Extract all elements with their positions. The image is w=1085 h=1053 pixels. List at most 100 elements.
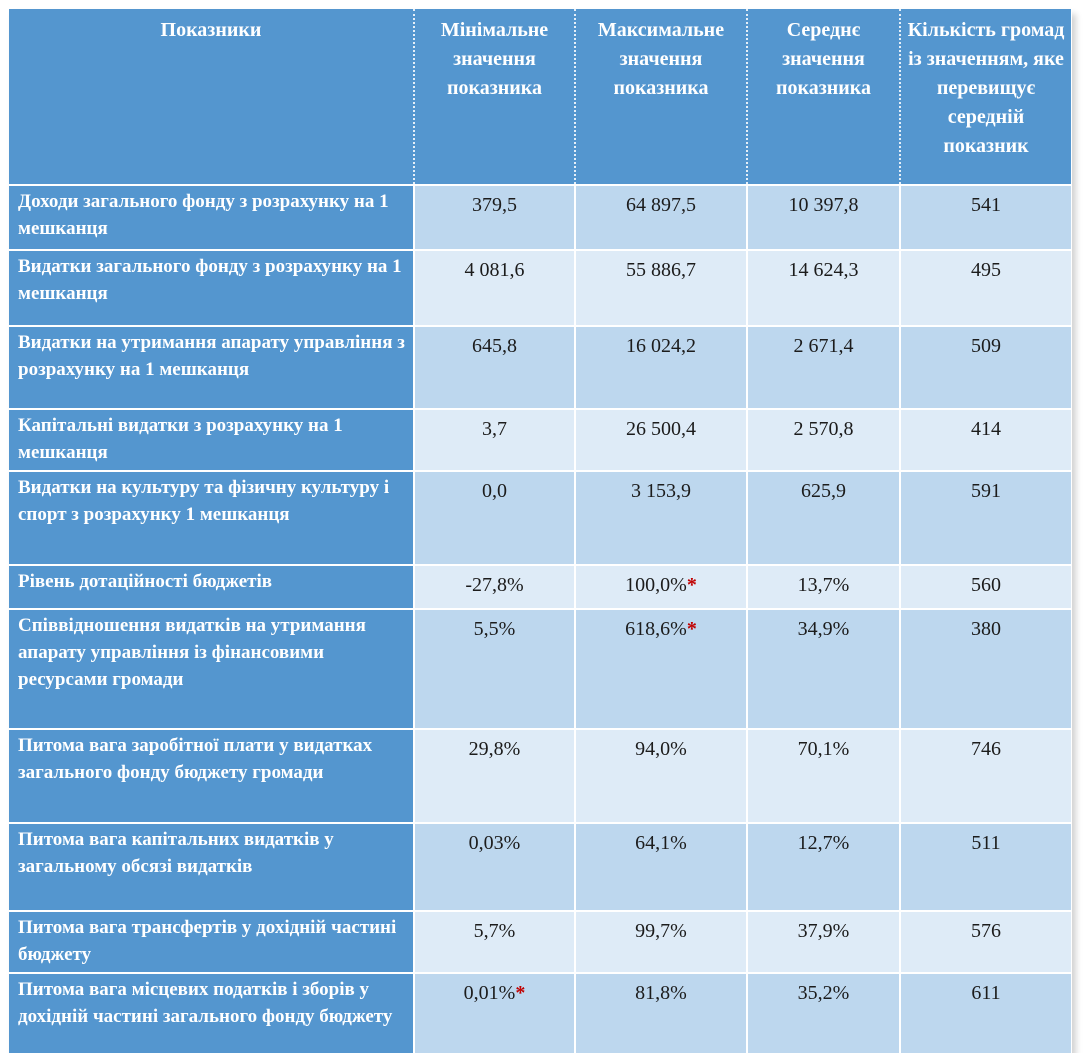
avg-value: 37,9% (797, 920, 850, 942)
min-value: 4 081,6 (464, 259, 525, 281)
avg-value-cell: 35,2% (748, 974, 899, 1053)
min-value-cell: -27,8% (415, 566, 574, 608)
count-cell: 380 (901, 610, 1071, 728)
max-value-cell: 55 886,7 (576, 251, 746, 325)
min-value: 3,7 (482, 418, 507, 440)
min-value: 5,7% (473, 920, 516, 942)
table-row: Питома вага капітальних видатків у загал… (9, 824, 1072, 910)
max-value-cell: 3 153,9 (576, 472, 746, 564)
max-value: 81,8% (635, 982, 687, 1004)
indicators-table: Показники Мінімальне значення показника … (9, 9, 1072, 1053)
header-count-above-avg: Кількість громад із значенням, яке перев… (899, 9, 1071, 184)
max-value: 94,0% (635, 738, 687, 760)
indicator-cell: Доходи загального фонду з розрахунку на … (9, 186, 413, 249)
min-value: 5,5% (473, 618, 516, 640)
avg-value: 10 397,8 (788, 194, 859, 216)
count-cell: 560 (901, 566, 1071, 608)
indicator-cell: Рівень дотаційності бюджетів (9, 566, 413, 608)
count-cell: 611 (901, 974, 1071, 1053)
min-value: 0,03% (468, 832, 521, 854)
indicator-cell: Видатки загального фонду з розрахунку на… (9, 251, 413, 325)
min-value-cell: 645,8 (415, 327, 574, 408)
avg-value: 35,2% (797, 982, 850, 1004)
footnote-asterisk: * (686, 618, 697, 640)
avg-value: 2 570,8 (793, 418, 854, 440)
table-row: Співвідношення видатків на утримання апа… (9, 610, 1072, 728)
max-value-cell: 100,0%* (576, 566, 746, 608)
count-value: 495 (971, 259, 1001, 281)
table-header-row: Показники Мінімальне значення показника … (9, 9, 1072, 184)
footnote-asterisk: * (686, 574, 697, 596)
count-value: 380 (971, 618, 1001, 640)
min-value-cell: 3,7 (415, 410, 574, 470)
avg-value-cell: 2 671,4 (748, 327, 899, 408)
avg-value-cell: 10 397,8 (748, 186, 899, 249)
table-row: Доходи загального фонду з розрахунку на … (9, 186, 1072, 249)
count-value: 414 (971, 418, 1001, 440)
avg-value-cell: 13,7% (748, 566, 899, 608)
header-min-value: Мінімальне значення показника (413, 9, 574, 184)
count-cell: 509 (901, 327, 1071, 408)
avg-value: 13,7% (797, 574, 850, 596)
avg-value-cell: 34,9% (748, 610, 899, 728)
min-value: 379,5 (472, 194, 517, 216)
min-value-cell: 5,5% (415, 610, 574, 728)
table-row: Видатки на культуру та фізичну культуру … (9, 472, 1072, 564)
indicator-cell: Питома вага капітальних видатків у загал… (9, 824, 413, 910)
max-value: 55 886,7 (626, 259, 696, 281)
header-avg-value: Середнє значення показника (746, 9, 899, 184)
max-value-cell: 99,7% (576, 912, 746, 972)
max-value-cell: 64,1% (576, 824, 746, 910)
max-value: 64,1% (635, 832, 687, 854)
indicator-cell: Співвідношення видатків на утримання апа… (9, 610, 413, 728)
count-value: 576 (971, 920, 1001, 942)
count-value: 746 (971, 738, 1001, 760)
count-value: 560 (971, 574, 1001, 596)
min-value: 29,8% (468, 738, 521, 760)
min-value: -27,8% (465, 574, 524, 596)
count-value: 611 (971, 982, 1001, 1004)
avg-value: 12,7% (797, 832, 850, 854)
header-indicators: Показники (9, 9, 413, 184)
avg-value: 2 671,4 (793, 335, 854, 357)
min-value-cell: 29,8% (415, 730, 574, 822)
avg-value-cell: 12,7% (748, 824, 899, 910)
avg-value: 70,1% (797, 738, 850, 760)
table-row: Питома вага трансфертів у дохідній части… (9, 912, 1072, 972)
count-value: 509 (971, 335, 1001, 357)
indicator-cell: Питома вага трансфертів у дохідній части… (9, 912, 413, 972)
count-cell: 414 (901, 410, 1071, 470)
min-value-cell: 0,03% (415, 824, 574, 910)
table-row: Питома вага заробітної плати у видатках … (9, 730, 1072, 822)
max-value: 26 500,4 (626, 418, 696, 440)
count-cell: 541 (901, 186, 1071, 249)
max-value-cell: 26 500,4 (576, 410, 746, 470)
header-max-value: Максимальне значення показника (574, 9, 746, 184)
indicator-cell: Питома вага заробітної плати у видатках … (9, 730, 413, 822)
count-cell: 746 (901, 730, 1071, 822)
table-row: Капітальні видатки з розрахунку на 1 меш… (9, 410, 1072, 470)
max-value: 64 897,5 (626, 194, 696, 216)
max-value-cell: 64 897,5 (576, 186, 746, 249)
count-cell: 495 (901, 251, 1071, 325)
min-value-cell: 5,7% (415, 912, 574, 972)
avg-value: 625,9 (801, 480, 846, 502)
table-row: Рівень дотаційності бюджетів -27,8% 100,… (9, 566, 1072, 608)
avg-value-cell: 625,9 (748, 472, 899, 564)
max-value-cell: 94,0% (576, 730, 746, 822)
max-value-cell: 618,6%* (576, 610, 746, 728)
indicator-cell: Питома вага місцевих податків і зборів у… (9, 974, 413, 1053)
indicator-cell: Видатки на культуру та фізичну культуру … (9, 472, 413, 564)
avg-value-cell: 70,1% (748, 730, 899, 822)
indicator-cell: Видатки на утримання апарату управління … (9, 327, 413, 408)
max-value: 100,0% (625, 574, 687, 596)
min-value-cell: 0,01%* (415, 974, 574, 1053)
avg-value-cell: 2 570,8 (748, 410, 899, 470)
avg-value: 14 624,3 (788, 259, 859, 281)
min-value: 645,8 (472, 335, 517, 357)
avg-value-cell: 37,9% (748, 912, 899, 972)
count-cell: 576 (901, 912, 1071, 972)
min-value-cell: 0,0 (415, 472, 574, 564)
count-value: 541 (971, 194, 1001, 216)
max-value: 16 024,2 (626, 335, 696, 357)
